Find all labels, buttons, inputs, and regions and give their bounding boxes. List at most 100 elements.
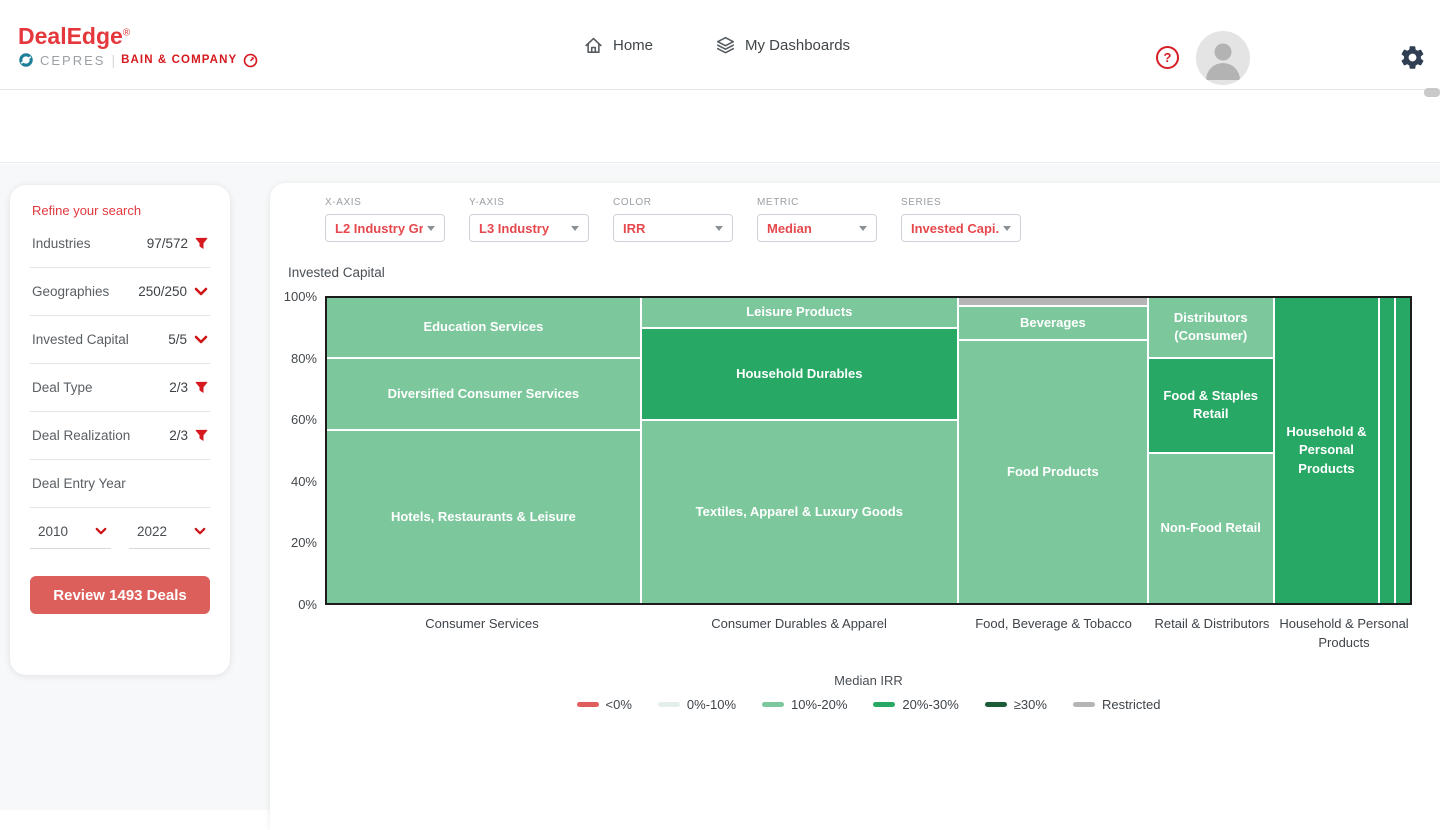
nav-home[interactable]: Home [583, 35, 653, 56]
legend-swatch [985, 702, 1007, 707]
help-button[interactable]: ? [1156, 46, 1179, 69]
legend-item-30: ≥30% [985, 697, 1047, 712]
legend-title: Median IRR [325, 673, 1412, 688]
app-logo[interactable]: DealEdge® CEPRES | BAIN & COMPANY [18, 24, 258, 68]
chart-segment[interactable] [959, 298, 1147, 305]
funnel-icon [195, 381, 208, 394]
mekko-column-retail-distributors: Distributors (Consumer) Food & Staples Re… [1149, 298, 1273, 603]
year-from-select[interactable]: 2010 [30, 524, 111, 549]
person-icon [1196, 31, 1250, 85]
chart-segment-hotels-restaurants-leisure[interactable]: Hotels, Restaurants & Leisure [327, 431, 640, 603]
y-axis-tick: 20% [291, 535, 317, 550]
user-avatar[interactable] [1196, 31, 1250, 85]
select-value: Invested Capi... [911, 221, 999, 236]
x-axis-select[interactable]: L2 Industry Gr... [325, 214, 445, 242]
chart-segment-diversified-consumer-services[interactable]: Diversified Consumer Services [327, 359, 640, 430]
chart-segment-education-services[interactable]: Education Services [327, 298, 640, 357]
filter-label: Invested Capital [32, 332, 168, 347]
segment-label: Household & Personal Products [1275, 423, 1379, 478]
y-axis-select[interactable]: L3 Industry [469, 214, 589, 242]
mekko-stack: Leisure Products Household Durables Textil… [642, 298, 957, 603]
gear-icon [1399, 44, 1426, 71]
logo-divider: | [111, 52, 115, 68]
chart-segment-leisure-products[interactable]: Leisure Products [642, 298, 957, 327]
legend-label: Restricted [1102, 697, 1161, 712]
filter-deal-type[interactable]: Deal Type 2/3 [30, 364, 210, 412]
y-axis-tick: 0% [298, 597, 317, 612]
filter-value: 5/5 [168, 332, 187, 347]
mekko-column-food-beverage-tobacco: Beverages Food Products [959, 298, 1147, 603]
chart-segment[interactable] [1380, 298, 1394, 603]
chart-controls: X-AXIS L2 Industry Gr... Y-AXIS L3 Indus… [325, 197, 1021, 242]
chart-segment[interactable] [1396, 298, 1410, 603]
filter-label: Deal Entry Year [32, 476, 208, 491]
chevron-down-icon [194, 527, 206, 536]
y-axis-tick: 40% [291, 474, 317, 489]
chevron-down-icon [194, 335, 208, 345]
y-axis-tick: 80% [291, 351, 317, 366]
control-label: COLOR [613, 197, 733, 208]
filter-label: Deal Realization [32, 428, 169, 443]
chart-segment-non-food-retail[interactable]: Non-Food Retail [1149, 454, 1273, 603]
filter-deal-realization[interactable]: Deal Realization 2/3 [30, 412, 210, 460]
filter-invested-capital[interactable]: Invested Capital 5/5 [30, 316, 210, 364]
select-value: Median [767, 221, 855, 236]
segment-label: Beverages [1014, 314, 1092, 332]
x-axis-label-consumer-services: Consumer Services [325, 615, 639, 653]
filter-deal-entry-year[interactable]: Deal Entry Year [30, 460, 210, 508]
control-metric: METRIC Median [757, 197, 877, 242]
segment-label: Non-Food Retail [1155, 519, 1267, 537]
scrollbar-thumb[interactable] [1424, 88, 1440, 97]
legend-label: 10%-20% [791, 697, 847, 712]
legend-label: ≥30% [1014, 697, 1047, 712]
control-label: X-AXIS [325, 197, 445, 208]
metric-select[interactable]: Median [757, 214, 877, 242]
chart-segment-food-staples-retail[interactable]: Food & Staples Retail [1149, 359, 1273, 452]
chart-segment-household-durables[interactable]: Household Durables [642, 329, 957, 419]
chart-segment-textiles-apparel-luxury-goods[interactable]: Textiles, Apparel & Luxury Goods [642, 421, 957, 603]
mekko-stack: Household & Personal Products [1275, 298, 1379, 603]
year-to-select[interactable]: 2022 [129, 524, 210, 549]
chart-segment-beverages[interactable]: Beverages [959, 307, 1147, 339]
mekko-plot: Education Services Diversified Consumer S… [325, 296, 1412, 605]
chart-legend: Median IRR <0% 0%-10% 10%-20% 20%-30% ≥30% Re… [325, 673, 1412, 712]
y-axis-tick: 100% [284, 289, 317, 304]
nav-home-label: Home [613, 37, 653, 54]
mekko-stack: Education Services Diversified Consumer S… [327, 298, 640, 603]
legend-label: 20%-30% [902, 697, 958, 712]
filter-label: Industries [32, 236, 147, 251]
filter-industries[interactable]: Industries 97/572 [30, 220, 210, 268]
mekko-stack: Distributors (Consumer) Food & Staples Re… [1149, 298, 1273, 603]
filter-value: 250/250 [138, 284, 187, 299]
refine-search-title: Refine your search [32, 203, 208, 218]
legend-item-0-10: 0%-10% [658, 697, 736, 712]
segment-label: Diversified Consumer Services [382, 385, 585, 403]
filter-geographies[interactable]: Geographies 250/250 [30, 268, 210, 316]
chart-segment-household-personal-products[interactable]: Household & Personal Products [1275, 298, 1379, 603]
legend-label: <0% [606, 697, 632, 712]
app-header: DealEdge® CEPRES | BAIN & COMPANY Home M… [0, 0, 1440, 90]
control-label: SERIES [901, 197, 1021, 208]
segment-label: Distributors (Consumer) [1149, 309, 1273, 345]
segment-label: Textiles, Apparel & Luxury Goods [690, 503, 909, 521]
dashboards-icon [715, 35, 736, 56]
caret-down-icon [1003, 226, 1011, 231]
home-icon [583, 35, 604, 56]
review-deals-button[interactable]: Review 1493 Deals [30, 576, 210, 614]
color-select[interactable]: IRR [613, 214, 733, 242]
chart-segment-food-products[interactable]: Food Products [959, 341, 1147, 603]
settings-gear-button[interactable] [1399, 44, 1426, 71]
funnel-icon [195, 237, 208, 250]
segment-label: Leisure Products [740, 303, 858, 321]
filter-value: 2/3 [169, 428, 188, 443]
chevron-down-icon [194, 287, 208, 297]
nav-my-dashboards[interactable]: My Dashboards [715, 35, 850, 56]
chart-segment-distributors-consumer[interactable]: Distributors (Consumer) [1149, 298, 1273, 357]
segment-label: Food & Staples Retail [1149, 387, 1273, 423]
legend-item-20-30: 20%-30% [873, 697, 958, 712]
dealedge-wordmark: DealEdge® [18, 24, 258, 49]
series-select[interactable]: Invested Capi... [901, 214, 1021, 242]
y-axis-ticks: 100%80%60%40%20%0% [270, 289, 317, 612]
bain-wordmark: BAIN & COMPANY [121, 54, 237, 66]
control-label: Y-AXIS [469, 197, 589, 208]
